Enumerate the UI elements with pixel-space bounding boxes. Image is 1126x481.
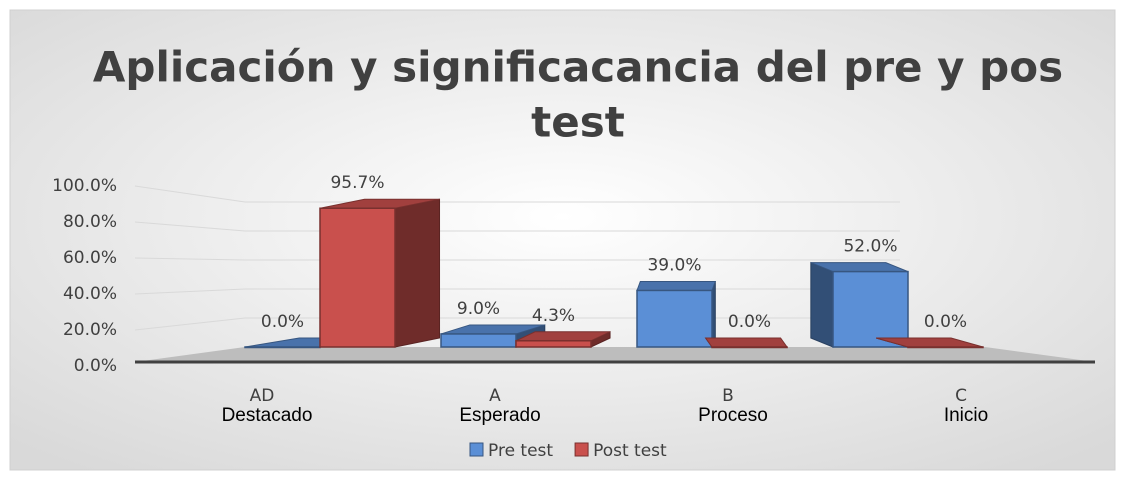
data-label: 9.0% (457, 299, 500, 319)
category-description: Proceso (698, 405, 768, 426)
x-tick-label: AD (250, 386, 275, 406)
bar-side (810, 261, 834, 348)
data-label: 0.0% (924, 312, 967, 332)
category-description: Destacado (222, 405, 313, 426)
grid-line (134, 257, 900, 261)
x-tick-label: B (722, 386, 734, 406)
chart-area (9, 9, 1116, 471)
grid-line (134, 185, 900, 203)
legend-swatch (574, 442, 589, 457)
legend-label: Pre test (488, 441, 553, 461)
bar-front (711, 346, 788, 349)
y-tick-label: 0.0% (74, 356, 117, 376)
chart-title: Aplicación y significacancia del pre y p… (93, 43, 1063, 92)
bar-front (244, 346, 321, 349)
bar-front (515, 340, 592, 348)
bar (636, 280, 717, 348)
data-label: 4.3% (532, 306, 575, 326)
legend-label: Post test (593, 441, 667, 461)
bar (875, 337, 984, 349)
bar-front (440, 333, 517, 348)
y-tick-label: 40.0% (63, 284, 117, 304)
chart-title: test (531, 98, 625, 147)
x-tick-label: A (489, 386, 501, 406)
category-description: Esperado (459, 405, 540, 426)
data-label: 0.0% (728, 312, 771, 332)
grid-line (134, 221, 900, 232)
bar (515, 330, 611, 348)
bar (319, 198, 441, 348)
legend-swatch (469, 442, 484, 457)
category-description: Inicio (944, 405, 988, 426)
bar-top (636, 280, 717, 291)
floor (135, 347, 1095, 362)
y-tick-label: 80.0% (63, 212, 117, 232)
bar-side (394, 198, 441, 348)
y-tick-label: 20.0% (63, 320, 117, 340)
bar (440, 324, 546, 348)
data-label: 52.0% (843, 237, 897, 257)
bar (704, 337, 788, 349)
y-tick-label: 100.0% (52, 176, 117, 196)
bar-front (907, 346, 984, 349)
data-label: 0.0% (261, 312, 304, 332)
y-tick-label: 60.0% (63, 248, 117, 268)
bar-front (636, 289, 713, 348)
data-label: 39.0% (647, 255, 701, 275)
bar-front (319, 207, 396, 348)
bar-front (832, 270, 909, 348)
bar (810, 261, 909, 348)
x-tick-label: C (955, 386, 967, 406)
bar-top (704, 337, 788, 348)
data-label: 95.7% (330, 173, 384, 193)
